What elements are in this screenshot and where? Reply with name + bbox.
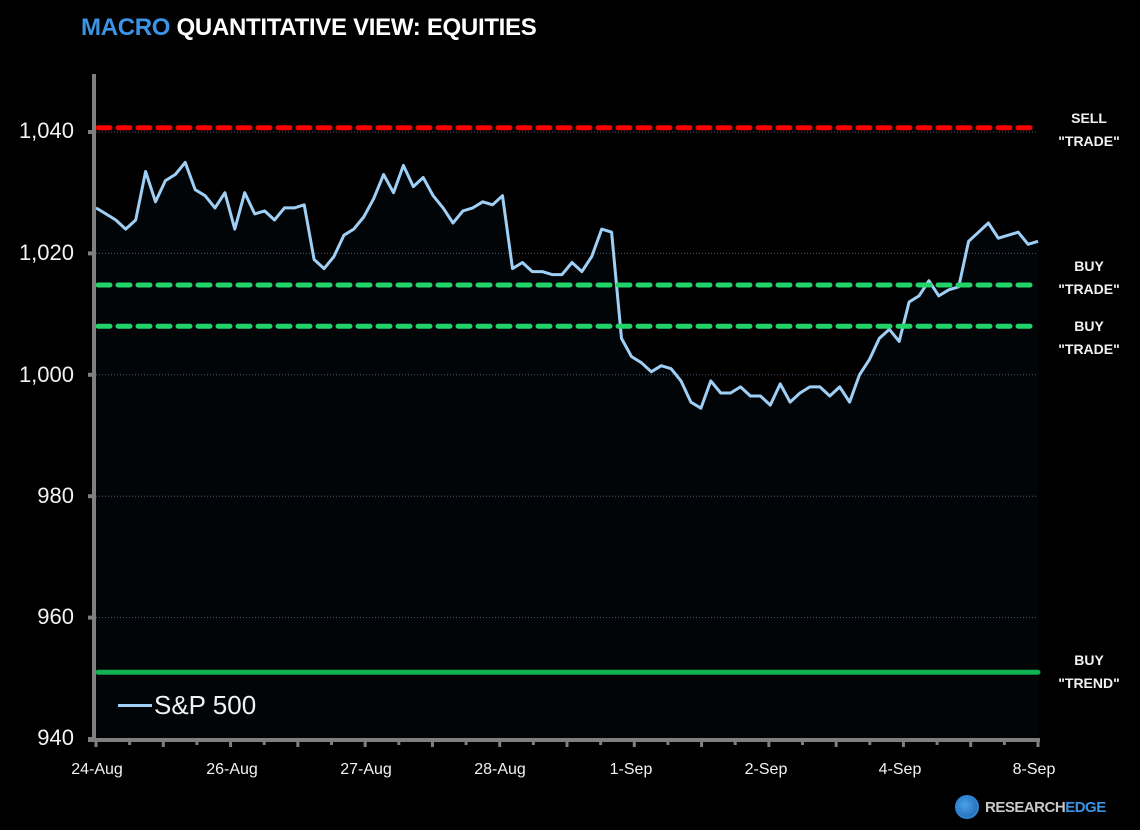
buy-trade-lower-label: BUY "TRADE" (1034, 315, 1140, 361)
x-tick-label: 27-Aug (340, 761, 392, 778)
label-line: "TREND" (1058, 675, 1120, 691)
x-tick-label: 1-Sep (609, 761, 653, 778)
series-line-sp500 (95, 160, 1039, 410)
chart-legend: S&P 500 (118, 690, 256, 721)
legend-label: S&P 500 (154, 690, 257, 720)
axes (88, 74, 1040, 747)
label-line: BUY (1074, 258, 1104, 274)
x-tick-label: 26-Aug (206, 761, 258, 778)
title-accent: MACRO (81, 14, 171, 41)
y-tick-label: 960 (37, 604, 74, 629)
title-main: QUANTITATIVE VIEW: EQUITIES (176, 14, 537, 41)
brand-name-part1: RESEARCH (985, 798, 1066, 816)
y-tick-label: 940 (37, 725, 74, 750)
label-line: "TRADE" (1058, 133, 1120, 149)
label-line: SELL (1071, 110, 1107, 126)
brand-logo: RESEARCH EDGE (955, 795, 1106, 819)
sell-trade-label: SELL "TRADE" (1034, 107, 1140, 153)
y-tick-label: 1,040 (18, 118, 74, 143)
buy-trade-upper-label: BUY "TRADE" (1034, 255, 1140, 301)
label-line: BUY (1074, 318, 1104, 334)
x-tick-label: 8-Sep (1012, 761, 1056, 778)
legend-swatch-icon (118, 704, 152, 707)
chart-title: MACRO QUANTITATIVE VIEW: EQUITIES (81, 14, 537, 42)
y-tick-label: 1,020 (18, 240, 74, 265)
label-line: "TRADE" (1058, 281, 1120, 297)
x-tick-label: 28-Aug (474, 761, 526, 778)
label-line: BUY (1074, 652, 1104, 668)
x-tick-label: 4-Sep (878, 761, 922, 778)
globe-icon (955, 795, 979, 819)
brand-name-part2: EDGE (1065, 798, 1106, 816)
gridlines-overlay (96, 131, 1038, 619)
label-line: "TRADE" (1058, 341, 1120, 357)
x-tick-label: 24-Aug (71, 761, 123, 778)
reference-lines (95, 125, 1041, 675)
buy-trend-label: BUY "TREND" (1034, 649, 1140, 695)
series-area-fill (96, 162, 1038, 739)
y-tick-label: 980 (37, 483, 74, 508)
x-tick-label: 2-Sep (744, 761, 788, 778)
y-tick-label: 1,000 (18, 362, 74, 387)
